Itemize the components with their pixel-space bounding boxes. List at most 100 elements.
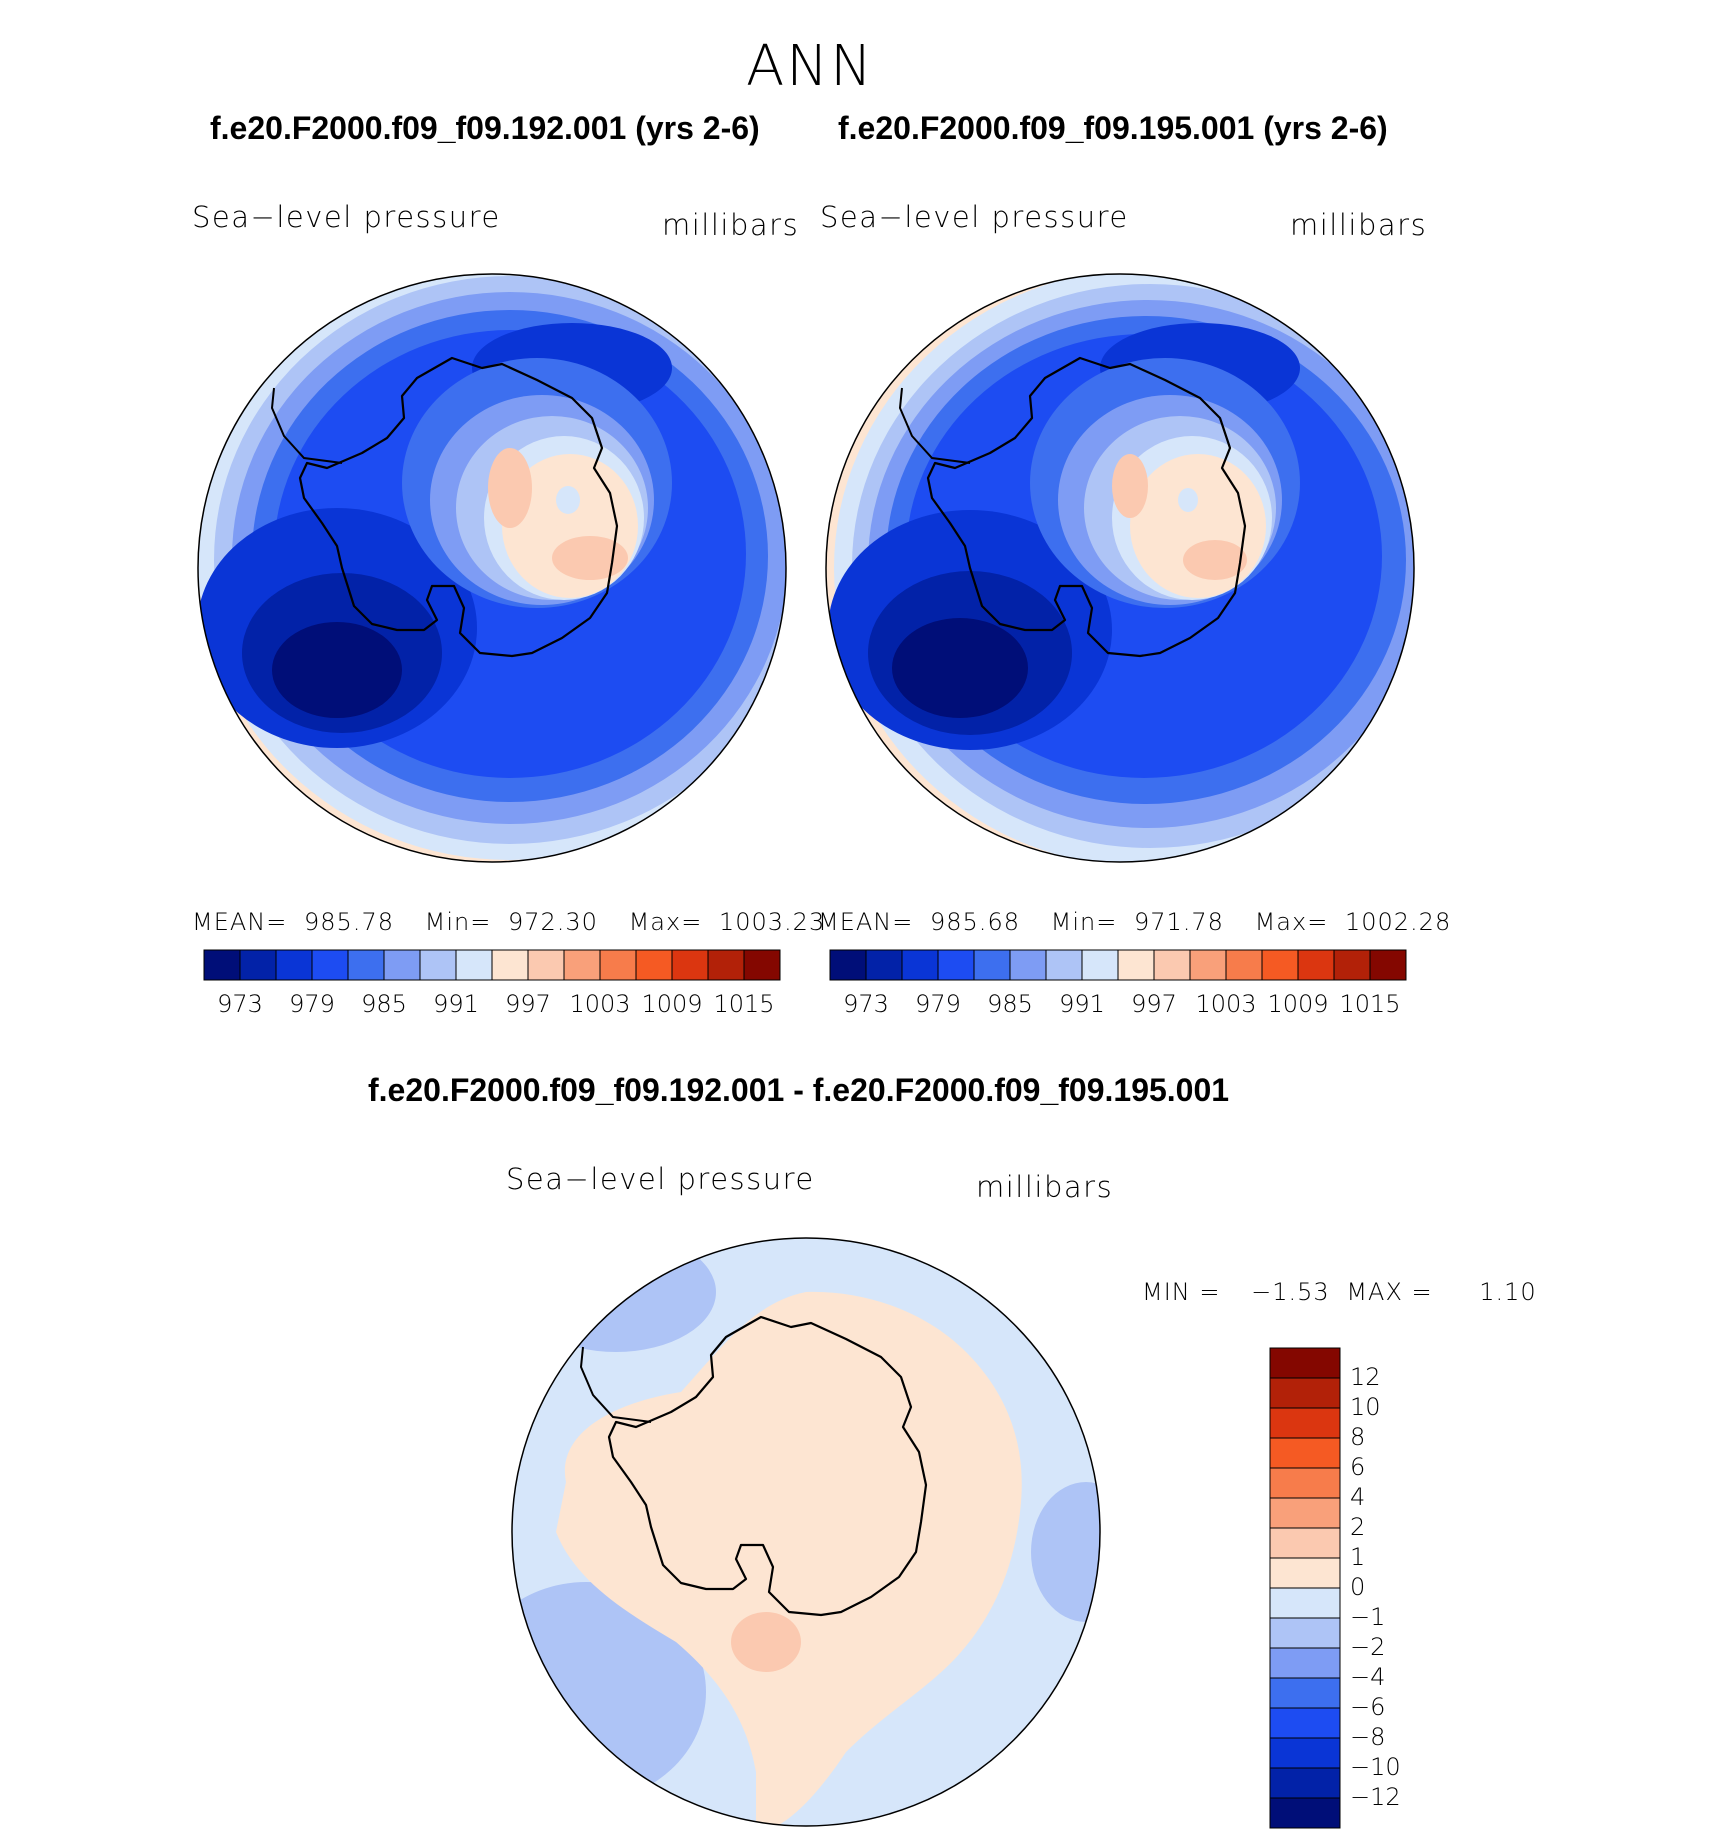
colorbar-2-swatch xyxy=(1261,949,1299,981)
colorbar-2-tick-label: 1003 xyxy=(1195,990,1257,1018)
colorbar-1-swatch xyxy=(347,949,385,981)
mean-value-1: 985.78 xyxy=(304,908,394,936)
difference-colorbar-tick-label: −12 xyxy=(1350,1783,1401,1811)
colorbar-2-tick-label: 973 xyxy=(843,990,889,1018)
colorbar-1-swatch xyxy=(455,949,493,981)
colorbar-2-swatch xyxy=(1189,949,1227,981)
mean-label-1: MEAN= xyxy=(192,908,288,936)
max-value-1: 1003.23 xyxy=(718,908,826,936)
difference-colorbar-swatch xyxy=(1269,1587,1341,1619)
difference-colorbar-tick-label: 1 xyxy=(1350,1543,1366,1571)
colorbar-2-swatch xyxy=(1045,949,1083,981)
colorbar-2-swatch xyxy=(973,949,1011,981)
colorbar-ticks-2: 973 979 985 991 997 1003 1009 1015 xyxy=(830,990,1406,1020)
polar-map-2 xyxy=(825,273,1415,863)
difference-colorbar-tick-label: −1 xyxy=(1350,1603,1386,1631)
colorbar-2-swatch xyxy=(829,949,867,981)
difference-colorbar-swatch xyxy=(1269,1497,1341,1529)
colorbar-2-swatch xyxy=(1153,949,1191,981)
colorbar-ticks-1: 973 979 985 991 997 1003 1009 1015 xyxy=(204,990,780,1020)
colorbar-1-swatch xyxy=(707,949,745,981)
colorbar-2-tick-label: 979 xyxy=(915,990,961,1018)
difference-units-label: millibars xyxy=(976,1170,1114,1204)
difference-variable-label: Sea−level pressure xyxy=(506,1162,815,1196)
difference-colorbar-swatch xyxy=(1269,1797,1341,1829)
colorbar-2-tick-label: 985 xyxy=(987,990,1033,1018)
colorbar-1-swatch xyxy=(527,949,565,981)
variable-label-2: Sea−level pressure xyxy=(820,200,1129,234)
figure-title: ANN xyxy=(745,34,875,99)
difference-colorbar-tick-label: 2 xyxy=(1350,1513,1366,1541)
diff-max-label: MAX = xyxy=(1346,1278,1433,1306)
max-label-1: Max= xyxy=(628,908,703,936)
colorbar-2-swatch xyxy=(1081,949,1119,981)
polar-map-1 xyxy=(197,273,787,863)
colorbar-2-swatch xyxy=(1117,949,1155,981)
difference-colorbar-swatch xyxy=(1269,1737,1341,1769)
colorbar-1-swatch xyxy=(671,949,709,981)
colorbar-1-swatch xyxy=(311,949,349,981)
diff-min-value: −1.53 xyxy=(1251,1278,1330,1306)
units-label-2: millibars xyxy=(1290,208,1428,242)
colorbar-1-swatch xyxy=(743,949,781,981)
difference-colorbar-swatch xyxy=(1269,1377,1341,1409)
difference-colorbar-tick-label: 0 xyxy=(1350,1573,1366,1601)
min-value-2: 971.78 xyxy=(1133,908,1224,936)
colorbar-1-swatch xyxy=(239,949,277,981)
difference-colorbar-tick-label: −10 xyxy=(1350,1753,1401,1781)
difference-colorbar-tick-label: −2 xyxy=(1350,1633,1386,1661)
max-label-2: Max= xyxy=(1254,908,1329,936)
colorbar-2-tick-label: 991 xyxy=(1059,990,1105,1018)
colorbar-2-swatch xyxy=(1297,949,1335,981)
colorbar-1-swatch xyxy=(599,949,637,981)
colorbar-1-tick-label: 979 xyxy=(289,990,335,1018)
max-value-2: 1002.28 xyxy=(1344,908,1452,936)
difference-colorbar-swatch xyxy=(1269,1557,1341,1589)
difference-title: f.e20.F2000.f09_f09.192.001 - f.e20.F200… xyxy=(368,1072,1230,1108)
colorbar-2-swatch xyxy=(1333,949,1371,981)
difference-colorbar-tick-label: −4 xyxy=(1350,1663,1386,1691)
difference-colorbar-tick-label: −8 xyxy=(1350,1723,1386,1751)
difference-colorbar-swatch xyxy=(1269,1347,1341,1379)
colorbar-2-swatch xyxy=(1225,949,1263,981)
colorbar-1-swatch xyxy=(419,949,457,981)
colorbar-1-swatch xyxy=(383,949,421,981)
colorbar-1-swatch xyxy=(275,949,313,981)
difference-colorbar-tick-label: 8 xyxy=(1350,1423,1366,1451)
difference-colorbar-ticks: 12 10 8 6 4 2 1 0 −1 −2 −4 −6 −8 −10 −12 xyxy=(1350,1348,1430,1828)
colorbar-2-swatch xyxy=(865,949,903,981)
diff-min-label: MIN = xyxy=(1142,1278,1221,1306)
colorbar-1-swatch xyxy=(203,949,241,981)
min-value-1: 972.30 xyxy=(507,908,598,936)
difference-polar-map xyxy=(511,1237,1101,1827)
colorbar-2-swatch xyxy=(901,949,939,981)
colorbar-1-swatch xyxy=(635,949,673,981)
difference-colorbar-tick-label: −6 xyxy=(1350,1693,1386,1721)
colorbar-1-swatch xyxy=(563,949,601,981)
min-label-1: Min= xyxy=(424,908,492,936)
colorbar-1-tick-label: 997 xyxy=(505,990,551,1018)
colorbar-1-tick-label: 991 xyxy=(433,990,479,1018)
variable-label-1: Sea−level pressure xyxy=(192,200,501,234)
colorbar-2 xyxy=(829,949,1407,981)
difference-colorbar-swatch xyxy=(1269,1707,1341,1739)
difference-colorbar-swatch xyxy=(1269,1437,1341,1469)
difference-colorbar-tick-label: 10 xyxy=(1350,1393,1381,1421)
colorbar-2-swatch xyxy=(1009,949,1047,981)
difference-colorbar-swatch xyxy=(1269,1467,1341,1499)
difference-colorbar-tick-label: 6 xyxy=(1350,1453,1366,1481)
colorbar-1 xyxy=(203,949,781,981)
difference-colorbar-swatch xyxy=(1269,1767,1341,1799)
colorbar-2-swatch xyxy=(1369,949,1407,981)
mean-value-2: 985.68 xyxy=(930,908,1020,936)
difference-colorbar-swatch xyxy=(1269,1647,1341,1679)
diff-max-value: 1.10 xyxy=(1479,1278,1537,1306)
difference-colorbar-swatch xyxy=(1269,1407,1341,1439)
difference-colorbar-tick-label: 4 xyxy=(1350,1483,1366,1511)
case-title-2: f.e20.F2000.f09_f09.195.001 (yrs 2-6) xyxy=(838,110,1388,146)
colorbar-2-tick-label: 1009 xyxy=(1267,990,1329,1018)
difference-colorbar xyxy=(1269,1347,1341,1829)
colorbar-2-tick-label: 997 xyxy=(1131,990,1177,1018)
min-label-2: Min= xyxy=(1050,908,1118,936)
colorbar-1-tick-label: 1009 xyxy=(641,990,703,1018)
